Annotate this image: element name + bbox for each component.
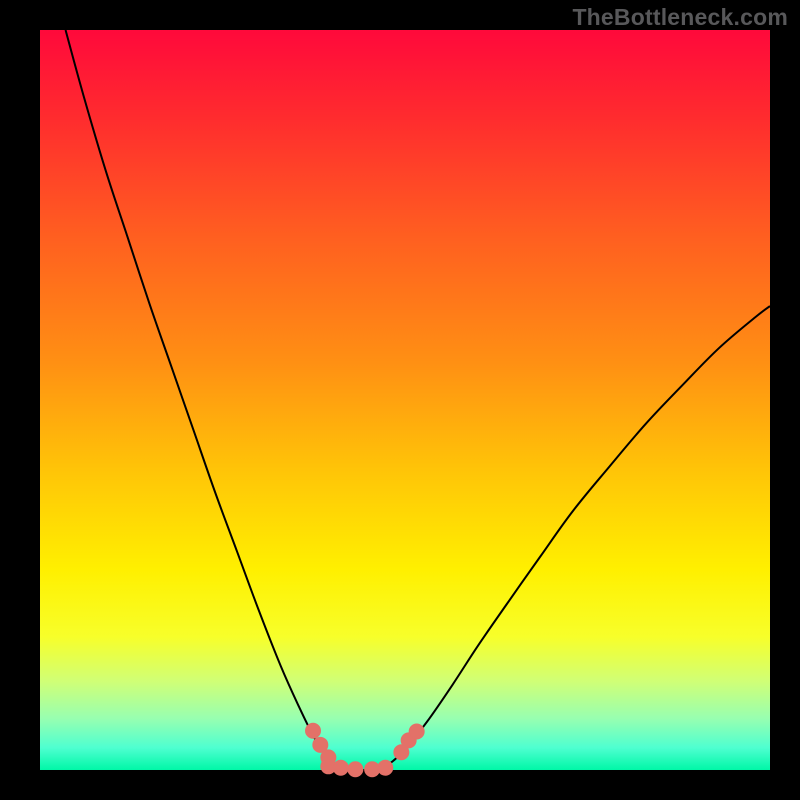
marker-point (365, 762, 380, 777)
bottleneck-chart (0, 0, 800, 800)
marker-point (306, 723, 321, 738)
marker-point (333, 760, 348, 775)
plot-background (40, 30, 770, 770)
marker-point (348, 762, 363, 777)
chart-container: TheBottleneck.com (0, 0, 800, 800)
marker-point (409, 724, 424, 739)
marker-point (378, 760, 393, 775)
